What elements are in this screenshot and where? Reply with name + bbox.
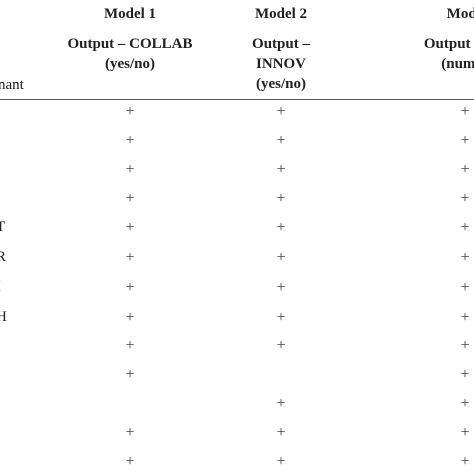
column-output: (yes/no) <box>256 76 306 92</box>
cell-mark: + <box>460 161 470 178</box>
cell-mark: + <box>460 103 470 120</box>
column-model: Model 1 <box>103 6 157 22</box>
column-output: Output – <box>252 36 310 52</box>
cell-mark: + <box>276 103 286 120</box>
cell-mark: + <box>276 424 286 441</box>
header-rule <box>0 99 474 100</box>
cell-mark: + <box>125 161 135 178</box>
cell-mark: + <box>460 453 470 470</box>
cell-mark: + <box>276 279 286 296</box>
row-label: R <box>0 249 7 265</box>
column-output: Output – COLLAB <box>67 36 193 52</box>
cell-mark: + <box>460 366 470 383</box>
row-label: I <box>0 278 1 296</box>
cell-mark: + <box>125 453 135 470</box>
stub-header: nant <box>0 77 24 93</box>
column-output: (yes/no) <box>105 56 155 72</box>
column-output: (numer <box>441 56 474 72</box>
cell-mark: + <box>125 190 135 207</box>
cell-mark: + <box>276 190 286 207</box>
column-model: Mode <box>446 6 474 22</box>
column-output: INNOV <box>255 56 307 72</box>
cell-mark: + <box>460 219 470 236</box>
cell-mark: + <box>125 309 135 326</box>
cell-mark: + <box>460 190 470 207</box>
cell-mark: + <box>125 279 135 296</box>
cell-mark: + <box>460 309 470 326</box>
cell-mark: + <box>125 366 135 383</box>
cell-mark: + <box>125 249 135 266</box>
cell-mark: + <box>276 453 286 470</box>
cell-mark: + <box>276 395 286 412</box>
cell-mark: + <box>125 337 135 354</box>
cell-mark: + <box>276 219 286 236</box>
column-output: Output – TU <box>423 36 474 52</box>
cell-mark: + <box>125 424 135 441</box>
cell-mark: + <box>125 103 135 120</box>
cell-mark: + <box>125 219 135 236</box>
cell-mark: + <box>276 161 286 178</box>
row-label: H <box>0 309 7 325</box>
cell-mark: + <box>276 249 286 266</box>
cell-mark: + <box>460 337 470 354</box>
cell-mark: + <box>125 132 135 149</box>
cell-mark: + <box>276 337 286 354</box>
column-model: Model 2 <box>254 6 308 22</box>
cell-mark: + <box>460 424 470 441</box>
cell-mark: + <box>460 249 470 266</box>
cell-mark: + <box>276 132 286 149</box>
cell-mark: + <box>460 132 470 149</box>
cell-mark: + <box>460 279 470 296</box>
cell-mark: + <box>276 309 286 326</box>
row-label: T <box>0 219 6 235</box>
cell-mark: + <box>460 395 470 412</box>
